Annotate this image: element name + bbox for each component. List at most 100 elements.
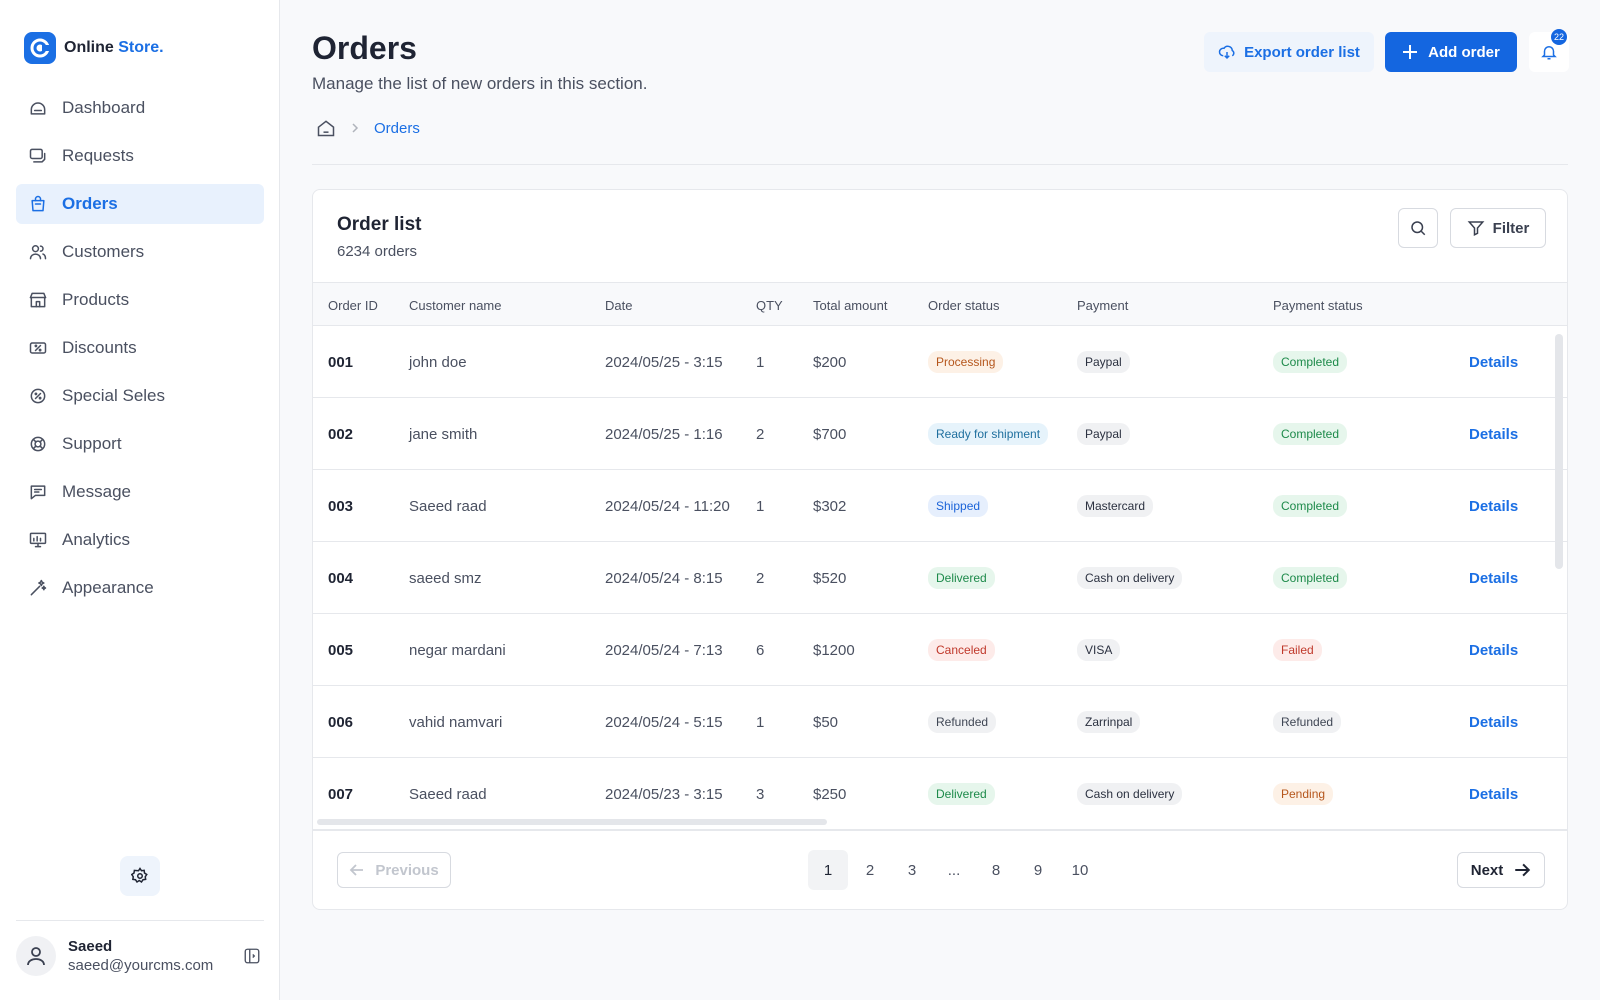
table-body: 001 john doe 2024/05/25 - 3:15 1 $200 Process…: [313, 326, 1567, 832]
payment-method-badge: Cash on delivery: [1077, 567, 1183, 589]
table-row[interactable]: 004 saeed smz 2024/05/24 - 8:15 2 $520 Delive…: [313, 542, 1567, 614]
appearance-icon: [28, 578, 48, 598]
add-order-label: Add order: [1428, 43, 1500, 61]
sidebar-item-orders[interactable]: Orders: [16, 184, 264, 224]
add-order-button[interactable]: Add order: [1385, 32, 1517, 72]
sidebar-item-products[interactable]: Products: [16, 280, 264, 320]
header-divider: [312, 164, 1568, 165]
cell-order-status: Canceled: [928, 614, 995, 686]
notification-badge: 22: [1550, 29, 1567, 45]
brand[interactable]: Online Store.: [24, 32, 164, 64]
cell-id: 006: [328, 713, 354, 731]
sidebar-item-analytics[interactable]: Analytics: [16, 520, 264, 560]
sidebar: Online Store. Dashboard Requests Orders Cus…: [0, 0, 280, 1000]
page-button[interactable]: 1: [808, 850, 848, 890]
cell-id: 003: [328, 497, 354, 515]
sidebar-item-label: Products: [62, 290, 130, 309]
next-label: Next: [1470, 861, 1504, 879]
sidebar-item-message[interactable]: Message: [16, 472, 264, 512]
table-row[interactable]: 002 jane smith 2024/05/25 - 1:16 2 $700 Ready…: [313, 398, 1567, 470]
cell-qty: 1: [756, 497, 765, 515]
details-link[interactable]: Details: [1469, 569, 1519, 587]
table-row[interactable]: 001 john doe 2024/05/25 - 3:15 1 $200 Process…: [313, 326, 1567, 398]
page-button[interactable]: 9: [1033, 861, 1043, 879]
cell-order-status: Refunded: [928, 686, 997, 758]
page-button[interactable]: 2: [865, 861, 875, 879]
cell-total: $50: [813, 713, 839, 731]
page-button[interactable]: 8: [991, 861, 1001, 879]
details-link[interactable]: Details: [1469, 425, 1519, 443]
search-button[interactable]: [1398, 208, 1438, 248]
brand-logo-icon: [24, 32, 56, 64]
orders-icon: [28, 194, 48, 214]
page-button[interactable]: 3: [907, 861, 917, 879]
cell-id: 005: [328, 641, 354, 659]
cell-total: $700: [813, 425, 847, 443]
table-row[interactable]: 005 negar mardani 2024/05/24 - 7:13 6 $1200 C…: [313, 614, 1567, 686]
table-row[interactable]: 006 vahid namvari 2024/05/24 - 5:15 1 $50 Ref…: [313, 686, 1567, 758]
breadcrumb: Orders: [316, 118, 420, 138]
page-subtitle: Manage the list of new orders in this se…: [312, 74, 648, 93]
previous-label: Previous: [375, 861, 439, 879]
notifications-button[interactable]: 22: [1529, 29, 1569, 72]
details-link[interactable]: Details: [1469, 353, 1519, 371]
details-link[interactable]: Details: [1469, 497, 1519, 515]
cell-date: 2024/05/24 - 7:13: [605, 641, 723, 659]
table-row[interactable]: 003 Saeed raad 2024/05/24 - 11:20 1 $302 Ship…: [313, 470, 1567, 542]
sidebar-item-appearance[interactable]: Appearance: [16, 568, 264, 608]
cell-order-status: Ready for shipment: [928, 398, 1049, 470]
table-row[interactable]: 007 Saeed raad 2024/05/23 - 3:15 3 $250 Deliv…: [313, 758, 1567, 830]
previous-page-button[interactable]: Previous: [337, 852, 451, 888]
page-title: Orders: [312, 30, 417, 66]
user-icon: [27, 947, 45, 966]
filter-button[interactable]: Filter: [1450, 208, 1546, 248]
cell-total: $200: [813, 353, 847, 371]
sidebar-item-discounts[interactable]: Discounts: [16, 328, 264, 368]
cell-id: 002: [328, 425, 354, 443]
sidebar-item-customers[interactable]: Customers: [16, 232, 264, 272]
sidebar-item-support[interactable]: Support: [16, 424, 264, 464]
column-header: Payment: [1077, 297, 1129, 313]
home-icon[interactable]: [316, 118, 336, 138]
export-order-list-button[interactable]: Export order list: [1204, 32, 1374, 72]
requests-icon: [28, 146, 48, 166]
settings-button[interactable]: [120, 856, 160, 896]
sidebar-item-special-seles[interactable]: Special Seles: [16, 376, 264, 416]
cell-order-status: Shipped: [928, 470, 989, 542]
vertical-scrollbar[interactable]: [1555, 334, 1563, 569]
cell-date: 2024/05/24 - 8:15: [605, 569, 723, 587]
avatar[interactable]: [16, 936, 56, 976]
order-status-badge: Canceled: [928, 639, 995, 661]
cell-id: 007: [328, 785, 354, 803]
cell-payment-status: Completed: [1273, 542, 1348, 614]
cell-payment-status: Completed: [1273, 470, 1348, 542]
collapse-sidebar-button[interactable]: [240, 944, 264, 968]
dashboard-icon: [28, 98, 48, 118]
details-link[interactable]: Details: [1469, 713, 1519, 731]
sidebar-item-requests[interactable]: Requests: [16, 136, 264, 176]
cell-total: $250: [813, 785, 847, 803]
sidebar-item-label: Message: [62, 482, 131, 501]
column-header: Date: [605, 297, 633, 313]
user-name: Saeed: [68, 938, 113, 955]
table-footer-divider: [313, 830, 1567, 831]
sidebar-item-label: Special Seles: [62, 386, 166, 405]
column-header: Customer name: [409, 297, 502, 313]
message-icon: [28, 482, 48, 502]
cell-customer: jane smith: [409, 425, 478, 443]
column-header: Order ID: [328, 297, 378, 313]
column-header: Payment status: [1273, 297, 1363, 313]
cell-qty: 1: [756, 713, 765, 731]
page-button[interactable]: 10: [1071, 861, 1089, 879]
order-status-badge: Processing: [928, 351, 1004, 373]
breadcrumb-current[interactable]: Orders: [374, 119, 420, 137]
cell-customer: saeed smz: [409, 569, 482, 587]
details-link[interactable]: Details: [1469, 785, 1519, 803]
next-page-button[interactable]: Next: [1457, 852, 1545, 888]
sidebar-item-dashboard[interactable]: Dashboard: [16, 88, 264, 128]
sidebar-nav: Dashboard Requests Orders Customers Products…: [16, 88, 264, 616]
details-link[interactable]: Details: [1469, 641, 1519, 659]
payment-method-badge: Paypal: [1077, 423, 1130, 445]
horizontal-scrollbar[interactable]: [317, 819, 827, 825]
order-status-badge: Delivered: [928, 567, 995, 589]
